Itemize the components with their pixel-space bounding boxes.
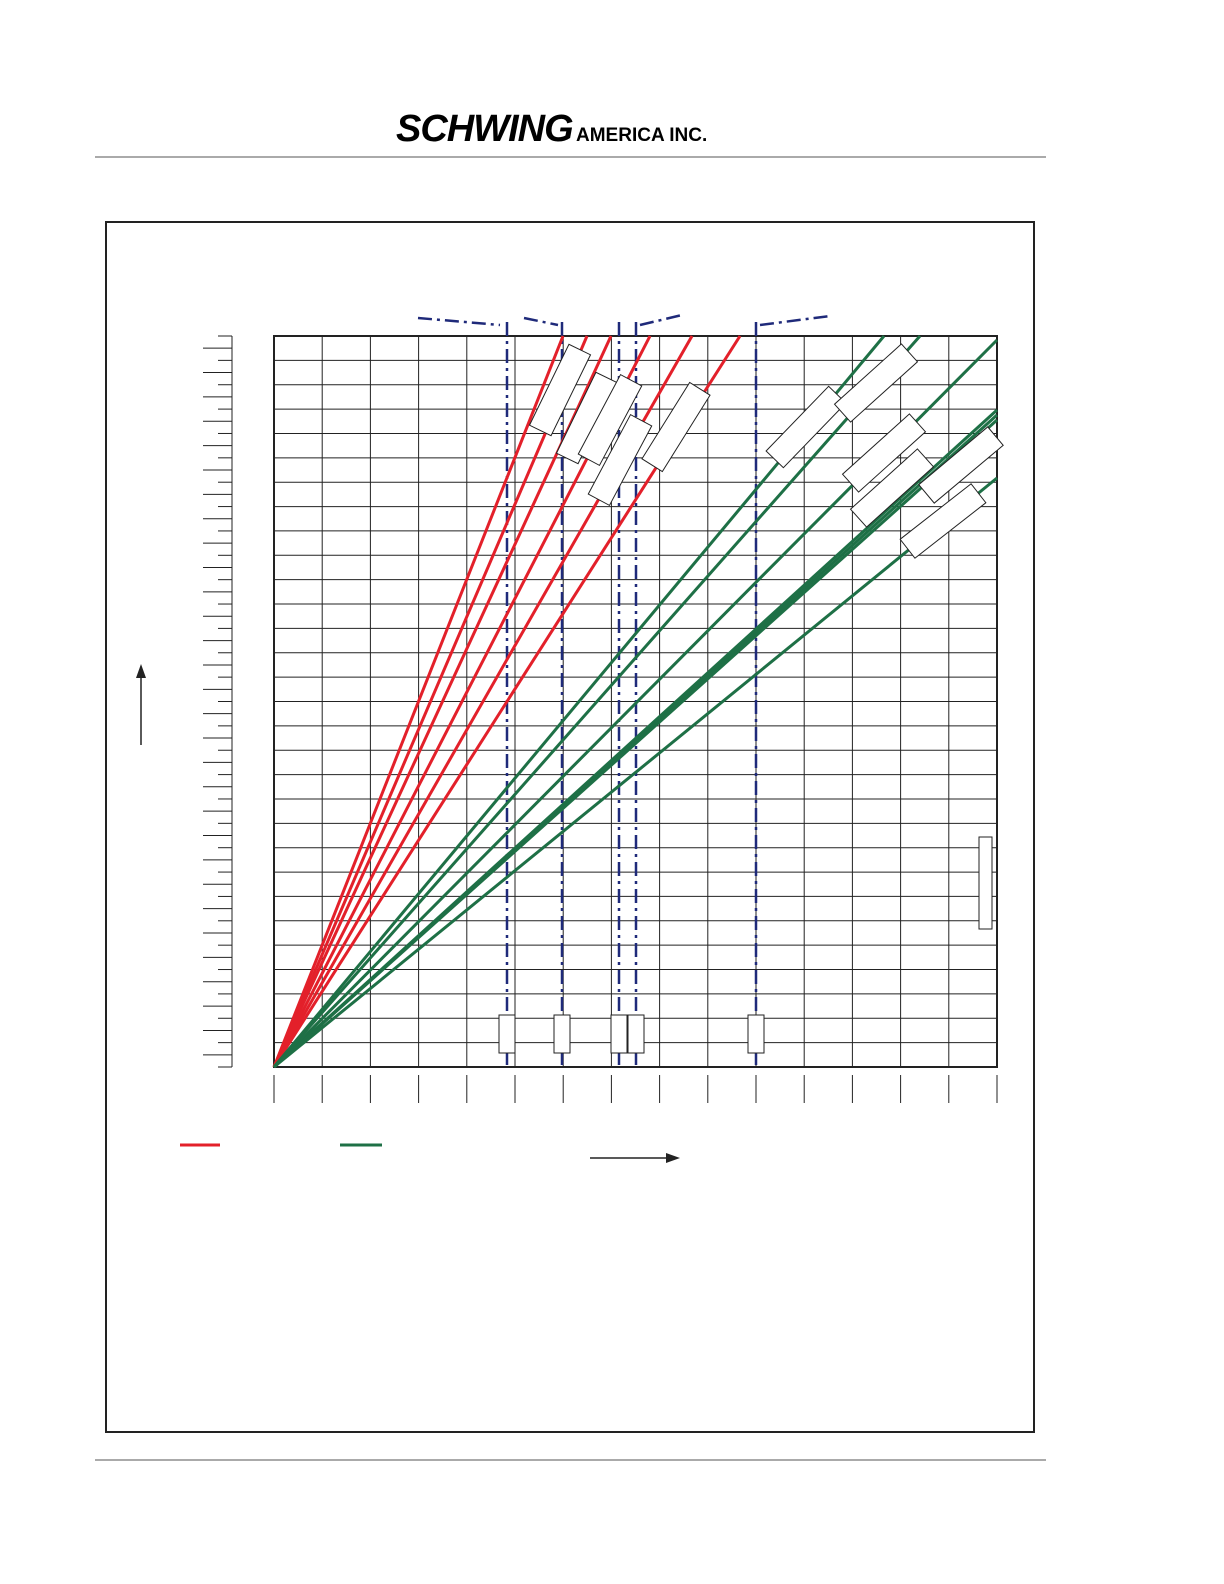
leader	[523, 316, 559, 327]
label-box	[849, 448, 935, 528]
label-box	[641, 381, 711, 473]
label-box	[747, 1014, 765, 1054]
chart-drawing	[136, 313, 1004, 1163]
leader	[639, 313, 683, 327]
arrow-head	[136, 664, 146, 678]
label-box	[553, 1014, 571, 1054]
leader	[417, 316, 501, 327]
label-box	[833, 343, 919, 423]
frame	[105, 221, 1035, 1433]
boom-line	[272, 335, 565, 1068]
label-box	[899, 483, 987, 559]
label-box	[765, 385, 847, 469]
label-box	[918, 426, 1004, 504]
label-box	[610, 1014, 628, 1054]
brand-suffix: AMERICA INC.	[576, 125, 707, 146]
boom-line	[272, 335, 613, 1068]
leader	[759, 314, 831, 327]
brand: SCHWING	[396, 108, 573, 150]
label-box	[587, 413, 653, 507]
label-box	[627, 1014, 645, 1054]
boom-line	[272, 335, 589, 1068]
label-box	[978, 836, 993, 930]
boom-line	[272, 418, 999, 1069]
label-box	[841, 413, 927, 493]
label-box	[498, 1014, 516, 1054]
label-box	[528, 343, 592, 437]
label-box	[577, 373, 643, 467]
boom-line	[273, 476, 998, 1069]
boom-line	[272, 335, 922, 1068]
arrow-head	[666, 1153, 680, 1163]
